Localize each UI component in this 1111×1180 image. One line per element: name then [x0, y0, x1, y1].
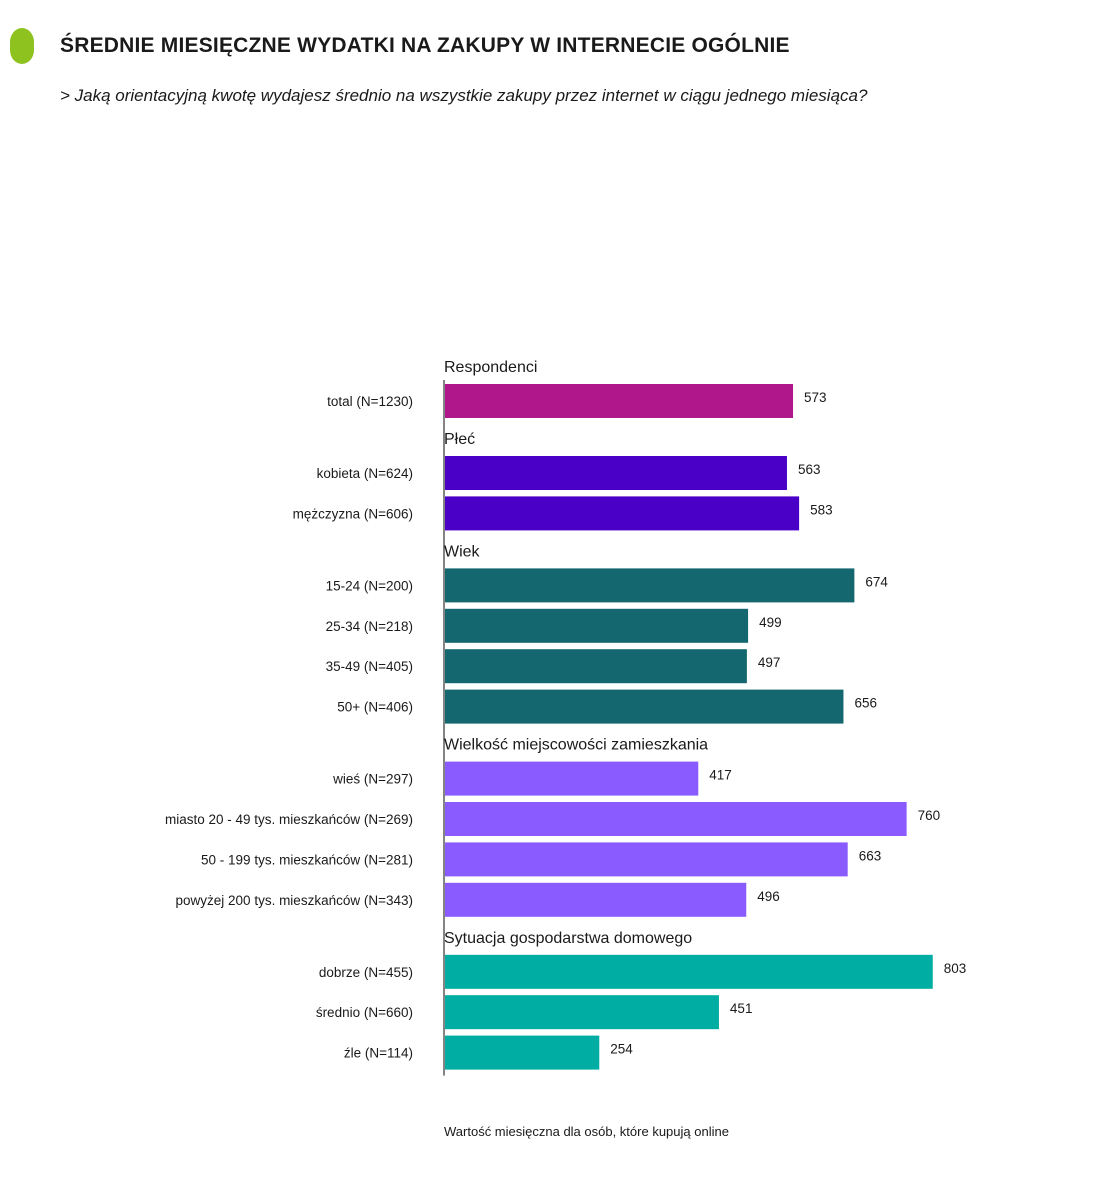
bar	[445, 496, 800, 531]
data-label: 451	[730, 1001, 753, 1016]
data-label: 499	[759, 615, 782, 630]
category-label: 50 - 199 tys. mieszkańców (N=281)	[201, 852, 413, 867]
category-label: kobieta (N=624)	[317, 466, 413, 481]
category-label: powyżej 200 tys. mieszkańców (N=343)	[176, 893, 413, 908]
category-label: wieś (N=297)	[332, 772, 413, 787]
data-label: 563	[798, 462, 821, 477]
title-marker	[10, 28, 34, 64]
bar	[445, 456, 787, 490]
data-label: 663	[859, 848, 882, 863]
bar	[445, 1035, 600, 1070]
chart-title: ŚREDNIE MIESIĘCZNE WYDATKI NA ZAKUPY W I…	[60, 34, 790, 57]
data-label: 760	[918, 808, 941, 823]
data-label: 497	[758, 655, 781, 670]
bar	[445, 842, 848, 877]
bar	[445, 649, 747, 684]
data-label: 254	[610, 1042, 633, 1057]
group-header: Wielkość miejscowości zamieszkania	[444, 737, 708, 754]
bar	[445, 568, 855, 603]
category-label: 35-49 (N=405)	[326, 659, 413, 674]
data-label: 496	[757, 889, 780, 904]
group-header: Płeć	[444, 431, 475, 448]
category-label: mężczyzna (N=606)	[293, 506, 413, 521]
bar	[445, 608, 749, 643]
chart-footnote: Wartość miesięczna dla osób, które kupuj…	[444, 1124, 729, 1139]
bar	[445, 384, 794, 418]
chart-subtitle: > Jaką orientacyjną kwotę wydajesz średn…	[60, 86, 868, 105]
category-label: miasto 20 - 49 tys. mieszkańców (N=269)	[165, 812, 413, 827]
bar	[445, 689, 844, 724]
bar	[445, 882, 747, 917]
data-label: 583	[810, 502, 833, 517]
data-label: 803	[944, 961, 967, 976]
group-header: Wiek	[444, 543, 481, 560]
bar	[445, 761, 699, 796]
category-label: 25-34 (N=218)	[326, 619, 413, 634]
data-label: 573	[804, 390, 827, 405]
data-label: 417	[709, 768, 732, 783]
group-header: Sytuacja gospodarstwa domowego	[444, 930, 692, 947]
category-label: źle (N=114)	[344, 1046, 413, 1061]
data-label: 656	[854, 696, 877, 711]
group-header: Respondenci	[444, 359, 537, 376]
category-label: 50+ (N=406)	[337, 700, 413, 715]
category-label: 15-24 (N=200)	[326, 578, 413, 593]
bar	[445, 802, 907, 836]
bar	[445, 954, 933, 989]
category-label: średnio (N=660)	[316, 1005, 413, 1020]
bar	[445, 995, 719, 1030]
data-label: 674	[865, 574, 888, 589]
category-label: total (N=1230)	[327, 394, 413, 409]
category-label: dobrze (N=455)	[319, 965, 413, 980]
